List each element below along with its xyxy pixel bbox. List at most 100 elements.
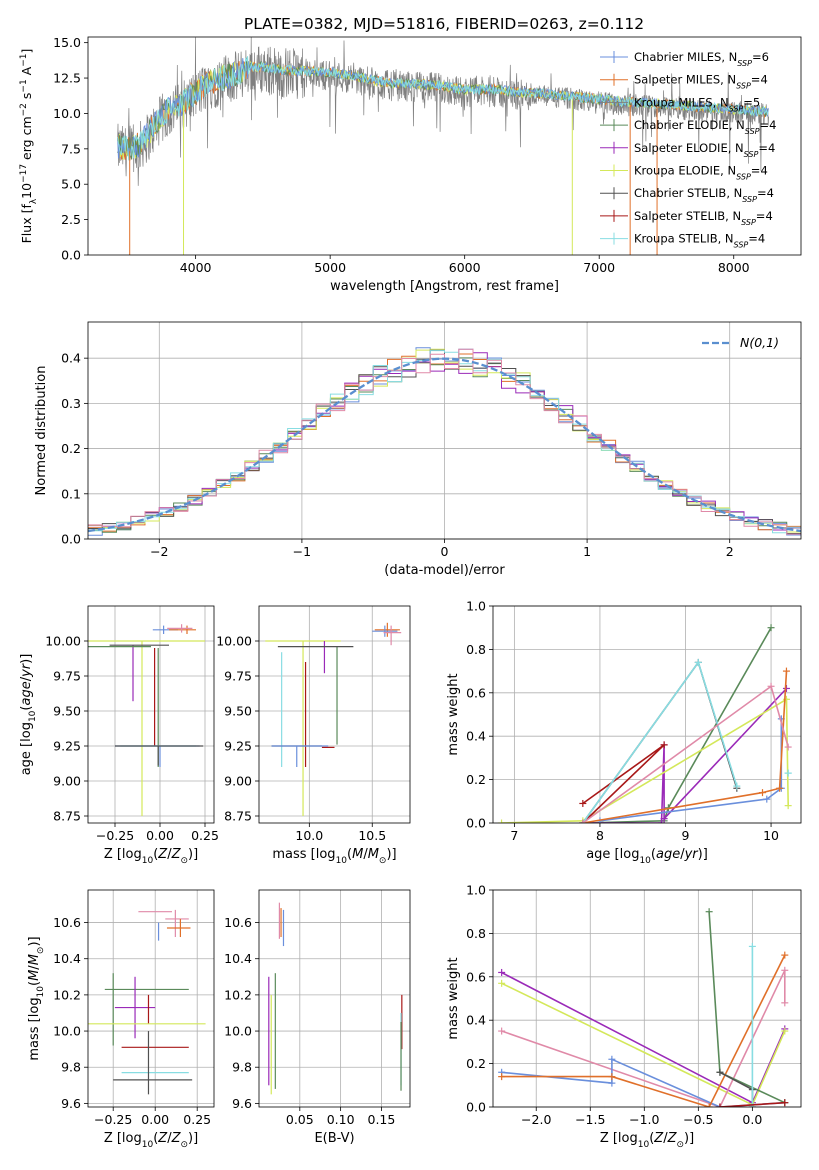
- mass_vs_ebv-xtick-label: 0.05: [286, 1112, 314, 1127]
- age_vs_mass-axes: 10.0 10.5 8.75 9.00 9.25 9.50 9.75 10.00: [216, 606, 410, 843]
- age_vs_mass-errorbar-chabrier-miles: [271, 745, 329, 767]
- spectrum-ytick-label: 0.0: [61, 248, 81, 263]
- mass_vs_ebv-ytick-label: 10.0: [224, 1024, 252, 1039]
- weight_vs_Z-ytick-label: 0.0: [466, 1100, 486, 1115]
- mass_vs_ebv-axes: 0.05 0.10 0.15 9.6 9.8 10.0 10.2 10.4 10.6: [224, 890, 410, 1127]
- age_vs_mass-ytick-label: 9.75: [224, 669, 252, 684]
- mass_vs_Z-ylabel: mass [log10(M/M⊙)]: [27, 936, 46, 1060]
- mass_vs_Z-ytick-label: 10.6: [53, 915, 81, 930]
- weight_vs_Z-frame: [492, 889, 802, 1108]
- weight_vs_age-ytick-label: 1.0: [466, 599, 486, 614]
- age_vs_mass-errorbar-kroupa-elodie: [265, 640, 341, 816]
- spectrum-ytick-label: 12.5: [53, 71, 81, 86]
- mass_vs_ebv-plot-area: [268, 902, 403, 1095]
- age_vs_Z-ytick-label: 8.75: [53, 809, 81, 824]
- weight_vs_age-xtick-label: 9: [682, 828, 690, 843]
- age_vs_mass-ytick-label: 9.50: [224, 704, 252, 719]
- mass_vs_Z-xtick-label: 0.00: [141, 1112, 169, 1127]
- spectrum-xtick-label: 5000: [314, 260, 346, 275]
- weight_vs_Z-xlabel: Z [log10(Z/Z⊙)]: [600, 1131, 694, 1150]
- age_vs_mass-xtick-label: 10.0: [295, 828, 323, 843]
- mass_vs_ebv-ytick-label: 10.4: [224, 951, 252, 966]
- age_vs_mass-errorbar-salpeter-miles: [374, 622, 400, 637]
- spectrum-xtick-label: 8000: [718, 260, 750, 275]
- weight_vs_Z-plot-area: [498, 908, 789, 1107]
- spectrum-frame: [87, 36, 802, 256]
- series-line: [719, 1101, 785, 1107]
- age_vs_Z-xtick-label: 0.25: [191, 828, 219, 843]
- mass_vs_ebv-xlabel: E(B-V): [314, 1131, 354, 1146]
- residuals-ytick-label: 0.1: [61, 486, 81, 501]
- weight_vs_Z-ytick-label: 0.8: [466, 926, 486, 941]
- age_vs_Z-ytick-label: 10.00: [45, 634, 81, 649]
- age_vs_Z-axes: −0.25 0.00 0.25 8.75 9.00 9.25 9.50 9.75 10.00: [45, 606, 219, 843]
- series-line: [584, 627, 772, 823]
- age_vs_Z-plot-area: [88, 624, 205, 816]
- spectrum-xtick-label: 4000: [180, 260, 212, 275]
- residuals-ytick-label: 0.3: [61, 396, 81, 411]
- age_vs_Z-errorbar-pink: [167, 624, 193, 633]
- residuals-xtick-label: 1: [583, 544, 591, 559]
- legend-label-kroupa-stelib: Kroupa STELIB, NSSP=4: [634, 232, 765, 250]
- age_vs_Z-ylabel: age [log10(age/yr)]: [19, 654, 38, 776]
- mass_vs_Z-errorbar-salpeter-miles: [166, 918, 191, 938]
- spectrum-ytick-label: 7.5: [61, 141, 81, 156]
- weight_vs_age-ylabel: mass weight: [446, 673, 461, 755]
- legend-label-chabrier-elodie: Chabrier ELODIE, NSSP=4: [634, 118, 776, 136]
- legend-label-salpeter-miles: Salpeter MILES, NSSP=4: [634, 73, 768, 91]
- age_vs_Z-errorbar-kroupa-elodie: [88, 640, 205, 816]
- mass_vs_Z-ytick-label: 10.4: [53, 951, 81, 966]
- weight_vs_Z-xtick-label: 0.0: [742, 1112, 762, 1127]
- figure-title: PLATE=0382, MJD=51816, FIBERID=0263, z=0…: [244, 15, 644, 33]
- mass_vs_Z-ytick-label: 10.0: [53, 1024, 81, 1039]
- legend-label-chabrier-stelib: Chabrier STELIB, NSSP=4: [634, 186, 774, 204]
- mass_vs_ebv-ytick-label: 10.6: [224, 915, 252, 930]
- legend-label-salpeter-elodie: Salpeter ELODIE, NSSP=4: [634, 141, 775, 159]
- weight_vs_Z-xtick-label: −0.5: [683, 1112, 713, 1127]
- weight_vs_age-ytick-label: 0.2: [466, 772, 486, 787]
- spectrum-plot-area: [117, 37, 769, 255]
- mass_vs_ebv-xtick-label: 0.15: [368, 1112, 396, 1127]
- age_vs_mass-xtick-label: 10.5: [358, 828, 386, 843]
- mass_vs_ebv-ytick-label: 9.6: [232, 1096, 252, 1111]
- age_vs_mass-frame: [258, 605, 411, 824]
- age_vs_mass-errorbar-pink: [383, 625, 402, 646]
- mass_vs_Z-xtick-label: −0.25: [94, 1112, 132, 1127]
- spectrum-ylabel: Flux [fλ10−17 erg cm−2 s−1 A−1]: [19, 49, 39, 244]
- residuals-plot-area: [88, 347, 801, 536]
- spectrum-xtick-label: 7000: [583, 260, 615, 275]
- weight_vs_Z-ylabel: mass weight: [446, 957, 461, 1039]
- spectrum-ytick-label: 5.0: [61, 177, 81, 192]
- weight_vs_age-ytick-label: 0.6: [466, 685, 486, 700]
- age_vs_Z-xtick-label: −0.25: [96, 828, 134, 843]
- weight_vs_age-xtick-label: 10: [763, 828, 779, 843]
- age_vs_Z-ytick-label: 9.25: [53, 739, 81, 754]
- mass_vs_Z-xtick-label: 0.25: [183, 1112, 211, 1127]
- weight_vs_age-frame: [492, 605, 802, 824]
- mass_vs_Z-plot-area: [88, 909, 206, 1095]
- age_vs_Z-errorbar-salpeter-miles: [169, 625, 196, 634]
- residuals-frame: [87, 321, 802, 540]
- legend-label-kroupa-elodie: Kroupa ELODIE, NSSP=4: [634, 164, 768, 182]
- residuals-ylabel: Normed distribution: [34, 366, 49, 496]
- weight_vs_age-ytick-label: 0.0: [466, 816, 486, 831]
- age_vs_mass-errorbar-chabrier-miles: [372, 625, 398, 637]
- spectrum-axes: 4000 5000 6000 7000 8000 0.0 2.5 5.0 7.5 10.0 12.5…: [53, 35, 750, 275]
- age_vs_mass-xlabel: mass [log10(M/M⊙)]: [272, 847, 396, 866]
- legend-label-salpeter-stelib: Salpeter STELIB, NSSP=4: [634, 209, 773, 227]
- mass_vs_Z-ytick-label: 9.8: [61, 1060, 81, 1075]
- mass_vs_Z-ytick-label: 10.2: [53, 987, 81, 1002]
- residuals-xtick-label: −1: [293, 544, 311, 559]
- spectrum-xtick-label: 6000: [449, 260, 481, 275]
- weight_vs_Z-ytick-label: 0.2: [466, 1056, 486, 1071]
- age_vs_mass-plot-area: [265, 622, 402, 816]
- weight_vs_Z-ytick-label: 0.4: [466, 1013, 486, 1028]
- weight_vs_age-plot-area: [498, 624, 792, 823]
- weight_vs_Z-ytick-label: 1.0: [466, 883, 486, 898]
- residuals-xtick-label: 2: [726, 544, 734, 559]
- age_vs_mass-ytick-label: 10.00: [216, 634, 252, 649]
- residuals-xlabel: (data-model)/error: [384, 563, 505, 578]
- age_vs_Z-xlabel: Z [log10(Z/Z⊙)]: [104, 847, 198, 866]
- spectrum-ytick-label: 2.5: [61, 212, 81, 227]
